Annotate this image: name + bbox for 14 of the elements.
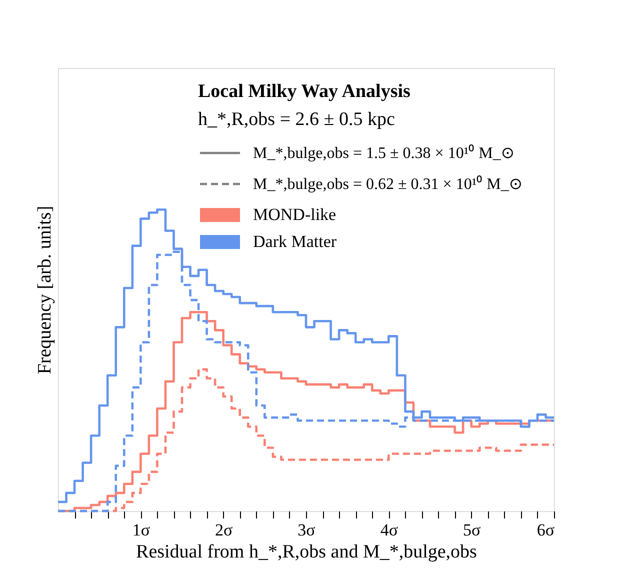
x-tick-label: 2σ — [214, 520, 233, 540]
x-tick-label: 3σ — [298, 520, 316, 540]
x-tick-label: 5σ — [462, 520, 481, 540]
legend-label: MOND-like — [253, 205, 336, 224]
x-tick-label: 1σ — [132, 520, 150, 540]
text: M_*,bulge,obs = 0.62 ± 0.31 × 10¹⁰ M_⊙ — [253, 175, 522, 193]
x-tick-label: 6σ — [536, 520, 554, 540]
x-tick-label: 4σ — [380, 520, 398, 540]
text: M_*,bulge,obs = 1.5 ± 0.38 × 10¹⁰ M_⊙ — [253, 144, 514, 162]
x-axis-title: Residual from h_*,R,obs and M_*,bulge,obs — [136, 542, 477, 562]
legend-label: Dark Matter — [253, 232, 337, 251]
text: h_*,R,obs = 2.6 ± 0.5 kpc — [198, 109, 395, 130]
legend-title: Local Milky Way Analysis — [198, 81, 410, 102]
y-axis-title: Frequency [arb. units] — [34, 206, 56, 374]
